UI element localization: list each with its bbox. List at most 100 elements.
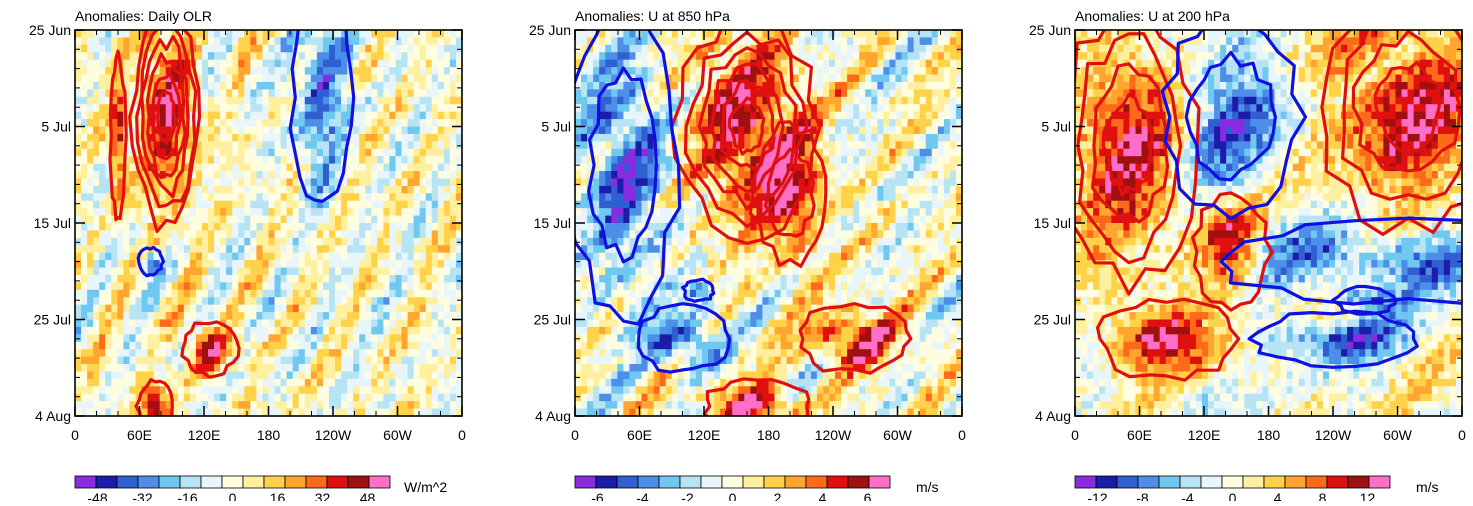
field-cell — [226, 193, 233, 201]
field-cell — [605, 52, 612, 60]
field-cell — [383, 75, 390, 83]
field-cell — [823, 37, 830, 45]
field-cell — [395, 386, 402, 394]
field-cell — [902, 127, 909, 135]
field-cell — [190, 230, 197, 238]
field-cell — [184, 379, 191, 387]
field-cell — [238, 401, 245, 409]
field-cell — [99, 327, 106, 335]
field-cell — [105, 30, 112, 38]
field-cell — [299, 223, 306, 231]
field-cell — [281, 260, 288, 268]
field-cell — [214, 230, 221, 238]
field-cell — [323, 386, 330, 394]
field-cell — [93, 127, 100, 135]
field-cell — [581, 89, 588, 97]
field-cell — [244, 208, 251, 216]
field-cell — [420, 178, 427, 186]
field-cell — [629, 141, 636, 149]
field-cell — [395, 268, 402, 276]
field-cell — [111, 305, 118, 313]
field-cell — [142, 357, 149, 365]
field-cell — [420, 141, 427, 149]
field-cell — [908, 104, 915, 112]
field-cell — [877, 52, 884, 60]
field-cell — [75, 52, 82, 60]
field-cell — [841, 127, 848, 135]
field-cell — [75, 89, 82, 97]
field-cell — [426, 371, 433, 379]
field-cell — [311, 149, 318, 157]
field-cell — [226, 394, 233, 402]
field-cell — [335, 379, 342, 387]
field-cell — [359, 193, 366, 201]
field-cell — [99, 208, 106, 216]
field-cell — [359, 297, 366, 305]
field-cell — [365, 37, 372, 45]
field-cell — [262, 186, 269, 194]
field-cell — [335, 290, 342, 298]
field-cell — [305, 260, 312, 268]
field-cell — [635, 178, 642, 186]
field-cell — [256, 67, 263, 75]
field-cell — [329, 201, 336, 209]
field-cell — [244, 253, 251, 261]
field-cell — [732, 119, 739, 127]
field-cell — [365, 245, 372, 253]
field-cell — [389, 216, 396, 224]
field-cell — [835, 119, 842, 127]
field-cell — [93, 342, 100, 350]
field-cell — [287, 297, 294, 305]
field-cell — [944, 52, 951, 60]
field-cell — [269, 67, 276, 75]
field-cell — [950, 186, 957, 194]
field-cell — [178, 379, 185, 387]
field-cell — [450, 230, 457, 238]
field-cell — [190, 379, 197, 387]
field-cell — [129, 260, 136, 268]
field-cell — [672, 60, 679, 68]
field-cell — [865, 119, 872, 127]
field-cell — [256, 334, 263, 342]
field-cell — [311, 112, 318, 120]
field-cell — [256, 171, 263, 179]
field-cell — [178, 371, 185, 379]
field-cell — [238, 305, 245, 313]
field-cell — [250, 52, 257, 60]
colorbar-label: 32 — [315, 490, 331, 501]
field-cell — [250, 119, 257, 127]
field-cell — [93, 164, 100, 172]
field-cell — [347, 320, 354, 328]
field-cell — [408, 134, 415, 142]
field-cell — [93, 245, 100, 253]
field-cell — [932, 104, 939, 112]
field-cell — [402, 164, 409, 172]
field-cell — [208, 260, 215, 268]
field-cell — [238, 186, 245, 194]
field-cell — [920, 178, 927, 186]
field-cell — [317, 342, 324, 350]
field-cell — [450, 30, 457, 38]
field-cell — [93, 186, 100, 194]
field-cell — [202, 112, 209, 120]
field-cell — [178, 186, 185, 194]
field-cell — [944, 127, 951, 135]
field-cell — [690, 37, 697, 45]
field-cell — [408, 89, 415, 97]
field-cell — [738, 134, 745, 142]
field-cell — [660, 193, 667, 201]
field-cell — [744, 141, 751, 149]
field-cell — [214, 30, 221, 38]
field-cell — [299, 75, 306, 83]
field-cell — [238, 297, 245, 305]
field-cell — [160, 104, 167, 112]
field-cell — [377, 401, 384, 409]
field-cell — [581, 104, 588, 112]
colorbar-swatch — [327, 476, 348, 488]
field-cell — [420, 342, 427, 350]
field-cell — [335, 245, 342, 253]
field-cell — [196, 379, 203, 387]
field-cell — [87, 112, 94, 120]
field-cell — [287, 245, 294, 253]
field-cell — [408, 216, 415, 224]
